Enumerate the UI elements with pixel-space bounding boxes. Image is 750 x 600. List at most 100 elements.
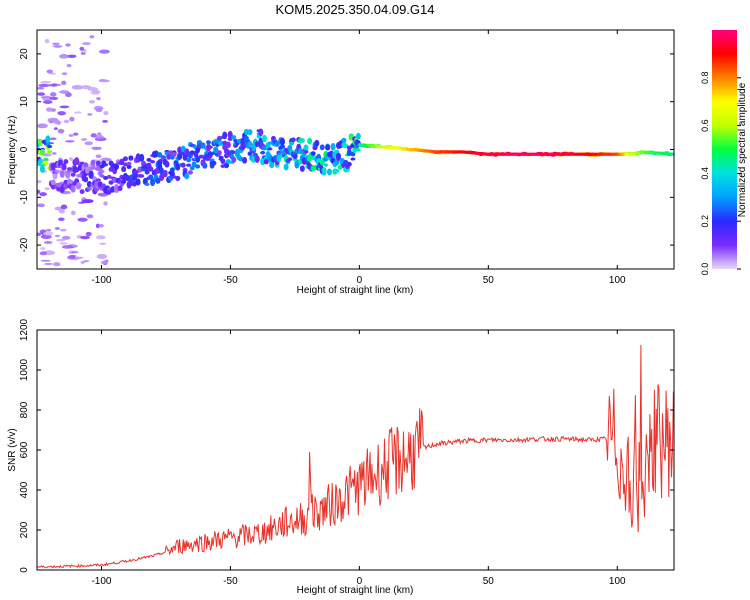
snr-y-ticks: 0 200 400 600 800 1000 1200 — [19, 318, 674, 573]
spectrogram-cell — [59, 170, 65, 178]
spectrogram-cell — [56, 182, 62, 187]
spectrogram-cell — [343, 143, 349, 149]
colorbar-tick-label: 0.0 — [700, 263, 710, 276]
spectrogram-noise — [87, 113, 93, 116]
spectrogram-cell — [103, 163, 109, 167]
spectrogram-noise — [81, 42, 91, 46]
spectrogram-cell — [211, 160, 217, 166]
spectrogram-cell — [220, 158, 226, 164]
spectrogram-cell — [43, 160, 49, 166]
spectrogram-cell — [139, 153, 145, 162]
spectrogram-noise — [54, 206, 63, 211]
spectrogram-y-ticks: -20 -10 0 10 20 — [19, 48, 674, 252]
spectrogram-noise — [43, 240, 53, 244]
spectrogram-noise — [80, 235, 91, 240]
spectrogram-noise — [96, 132, 102, 136]
spectrogram-noise — [37, 123, 48, 129]
spectrogram-cell — [133, 170, 139, 174]
snr-y-tick-label: 200 — [19, 521, 30, 538]
spectrogram-noise — [52, 45, 63, 48]
spectrogram-noise — [54, 226, 60, 230]
colorbar-gradient — [712, 30, 737, 269]
spectrogram-cell — [247, 129, 253, 136]
spectrogram-noise — [95, 235, 106, 240]
spectrogram-noise — [53, 127, 58, 130]
spectrogram-noise — [70, 210, 76, 216]
spectrogram-cell — [180, 162, 186, 168]
spectrogram-noise — [59, 242, 68, 245]
spectrogram-cell — [108, 180, 114, 185]
snr-y-tick-label: 1000 — [19, 358, 30, 381]
spectrogram-noise — [93, 105, 104, 111]
spectrogram-noise — [54, 234, 60, 238]
spectrogram-noise — [40, 247, 46, 250]
spectrogram-cell — [350, 157, 356, 161]
spectrogram-noise — [58, 217, 65, 222]
spectrogram-noise — [49, 137, 57, 140]
spectrogram-cell — [79, 189, 85, 195]
spectrogram-noise — [100, 260, 108, 265]
spectrogram-cell — [159, 173, 165, 182]
spectrogram-noise — [90, 133, 97, 138]
spectrogram-cell — [278, 154, 284, 159]
spectrogram-noise — [63, 119, 70, 124]
spectrogram-noise — [69, 116, 75, 122]
spectrogram-cell — [57, 159, 63, 165]
spectrogram-noise — [68, 134, 74, 137]
spectrogram-cell — [325, 144, 331, 151]
spectrogram-cell — [280, 144, 286, 150]
spectrogram-y-tick-label: 20 — [19, 48, 30, 60]
spectrogram-noise — [46, 69, 53, 74]
snr-x-tick-label: 100 — [609, 576, 626, 587]
spectrogram-noise — [61, 80, 67, 85]
spectrogram-noise — [95, 154, 102, 159]
spectrogram-noise — [102, 120, 109, 123]
spectrogram-cell — [126, 181, 132, 189]
spectrogram-noise — [98, 79, 110, 83]
colorbar-tick-label: 0.2 — [700, 215, 710, 228]
spectrogram-noise — [103, 201, 108, 206]
spectrogram-cell — [225, 141, 231, 149]
spectrogram-cell — [200, 142, 206, 149]
spectrogram-noise — [44, 187, 50, 191]
spectrogram-noise — [48, 120, 54, 124]
snr-x-tick-label: -100 — [91, 576, 111, 587]
spectrogram-noise — [73, 132, 79, 136]
spectrogram-y-tick-label: -20 — [19, 237, 30, 252]
spectrogram-noise — [98, 223, 104, 228]
spectrogram-noise — [49, 92, 57, 97]
spectrogram-noise — [49, 96, 59, 101]
spectrogram-x-tick-label: -100 — [91, 275, 111, 286]
spectrogram-noise — [60, 204, 68, 210]
spectrogram-cell — [319, 144, 325, 151]
spectrogram-noise — [59, 54, 69, 59]
spectrogram-cell — [216, 150, 222, 156]
spectrogram-cell — [155, 177, 161, 184]
snr-frame — [36, 329, 675, 571]
spectrogram-cell — [355, 132, 361, 140]
spectrogram-noise — [85, 231, 92, 237]
spectrogram-cell — [207, 145, 213, 149]
spectrogram-noise — [81, 199, 94, 204]
spectrogram-y-tick-label: 10 — [19, 96, 30, 108]
spectrogram-noise — [43, 262, 53, 266]
spectrogram-noise — [47, 83, 58, 87]
spectrogram-cell — [128, 155, 134, 161]
spectrogram-x-tick-label: 0 — [357, 275, 363, 286]
spectrogram-cell — [83, 162, 89, 168]
spectrogram-noise — [40, 259, 51, 262]
spectrogram-cell — [242, 156, 248, 164]
spectrogram-cell — [175, 175, 181, 182]
spectrogram-noise — [99, 242, 107, 245]
spectrogram-cell — [47, 144, 53, 149]
spectrogram-noise — [40, 234, 52, 240]
spectrogram-noise — [37, 92, 46, 96]
spectrogram-cell — [162, 170, 168, 178]
spectrogram-noise — [46, 107, 53, 112]
spectrogram-cell — [133, 173, 139, 178]
spectrogram-cell — [326, 168, 332, 176]
spectrogram-noise — [103, 111, 109, 116]
spectrogram-cell — [303, 144, 309, 152]
spectrogram-noise — [38, 83, 50, 88]
spectrogram-cell — [195, 155, 201, 163]
